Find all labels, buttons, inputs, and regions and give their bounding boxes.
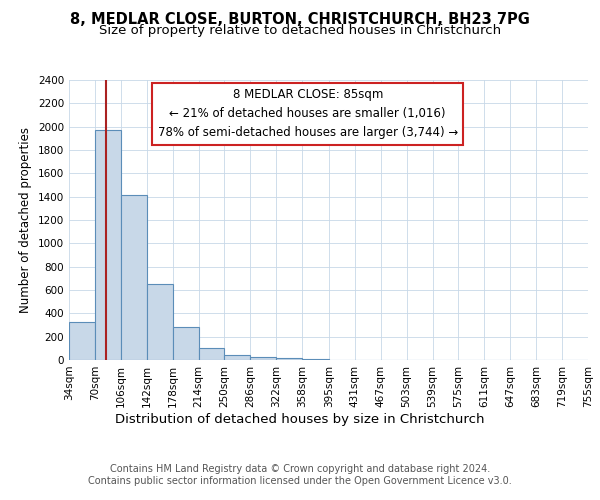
Bar [250, 356, 277, 360]
Bar [224, 355, 250, 360]
Text: Contains HM Land Registry data © Crown copyright and database right 2024.: Contains HM Land Registry data © Crown c… [110, 464, 490, 474]
Text: 8 MEDLAR CLOSE: 85sqm
← 21% of detached houses are smaller (1,016)
78% of semi-d: 8 MEDLAR CLOSE: 85sqm ← 21% of detached … [158, 88, 458, 140]
Text: Size of property relative to detached houses in Christchurch: Size of property relative to detached ho… [99, 24, 501, 37]
Bar [173, 328, 199, 360]
Text: Distribution of detached houses by size in Christchurch: Distribution of detached houses by size … [115, 412, 485, 426]
Text: Contains public sector information licensed under the Open Government Licence v3: Contains public sector information licen… [88, 476, 512, 486]
Y-axis label: Number of detached properties: Number of detached properties [19, 127, 32, 313]
Bar [199, 348, 224, 360]
Bar [147, 284, 173, 360]
Bar [69, 322, 95, 360]
Text: 8, MEDLAR CLOSE, BURTON, CHRISTCHURCH, BH23 7PG: 8, MEDLAR CLOSE, BURTON, CHRISTCHURCH, B… [70, 12, 530, 28]
Bar [121, 196, 147, 360]
Bar [95, 130, 121, 360]
Bar [277, 358, 302, 360]
